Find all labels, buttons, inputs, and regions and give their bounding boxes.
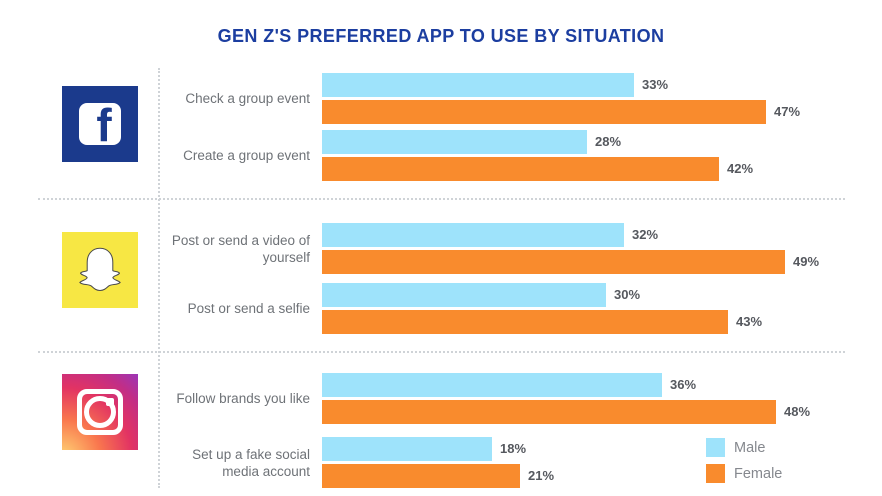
male-value-label: 18% (500, 441, 527, 456)
chart-legend: Male Female (706, 438, 782, 490)
male-bar (322, 130, 587, 154)
male-value-label: 36% (670, 377, 697, 392)
situation-label: Create a group event (183, 148, 310, 163)
female-bar (322, 157, 719, 181)
section-divider-2 (38, 351, 845, 353)
instagram-flash-dot-icon (106, 398, 114, 406)
chart-row-create-a-group-event: Create a group event 28% 42% (0, 130, 882, 181)
situation-label: Check a group event (185, 91, 310, 106)
male-bar (322, 223, 624, 247)
facebook-icon: f (62, 86, 138, 162)
male-bar (322, 73, 634, 97)
female-value-label: 43% (736, 314, 763, 329)
legend-item-male: Male (706, 438, 782, 457)
male-value-label: 32% (632, 227, 659, 242)
female-bar (322, 100, 766, 124)
instagram-camera-icon (77, 389, 123, 435)
snapchat-icon (62, 232, 138, 308)
legend-item-female: Female (706, 464, 782, 483)
facebook-f-letter: f (96, 103, 112, 145)
chart-row-post-or-send-a-selfie: Post or send a selfie 30% 43% (0, 283, 882, 334)
facebook-f-glyph: f (79, 103, 121, 145)
female-swatch-icon (706, 464, 725, 483)
instagram-icon (62, 374, 138, 450)
chart-row-post-or-send-a-video-of-yourself: Post or send a video of yourself 32% 49% (0, 223, 882, 274)
male-bar (322, 283, 606, 307)
instagram-lens-icon (84, 396, 116, 428)
male-bar (322, 437, 492, 461)
female-value-label: 48% (784, 404, 811, 419)
legend-female-label: Female (734, 465, 783, 482)
situation-label: Set up a fake social media account (192, 446, 310, 479)
male-bar (322, 373, 662, 397)
legend-male-label: Male (734, 439, 766, 456)
female-value-label: 21% (528, 468, 555, 483)
female-bar (322, 310, 728, 334)
section-divider-1 (38, 198, 845, 200)
male-value-label: 28% (595, 134, 622, 149)
situation-label: Follow brands you like (176, 391, 310, 406)
female-value-label: 42% (727, 161, 754, 176)
female-bar (322, 464, 520, 488)
female-bar (322, 250, 785, 274)
situation-label: Post or send a selfie (187, 301, 310, 316)
female-value-label: 49% (793, 254, 820, 269)
female-value-label: 47% (774, 104, 801, 119)
chart-row-set-up-a-fake-social-media-account: Set up a fake social media account 18% 21% (0, 437, 882, 488)
vertical-dotted-divider (158, 68, 160, 488)
chart-row-check-a-group-event: Check a group event 33% 47% (0, 73, 882, 124)
male-value-label: 33% (642, 77, 669, 92)
male-swatch-icon (706, 438, 725, 457)
male-value-label: 30% (614, 287, 641, 302)
situation-label: Post or send a video of yourself (171, 232, 310, 265)
chart-title: GEN Z'S PREFERRED APP TO USE BY SITUATIO… (217, 26, 665, 46)
chart-row-follow-brands-you-like: Follow brands you like 36% 48% (0, 373, 882, 424)
snapchat-ghost-icon (79, 247, 121, 291)
female-bar (322, 400, 776, 424)
